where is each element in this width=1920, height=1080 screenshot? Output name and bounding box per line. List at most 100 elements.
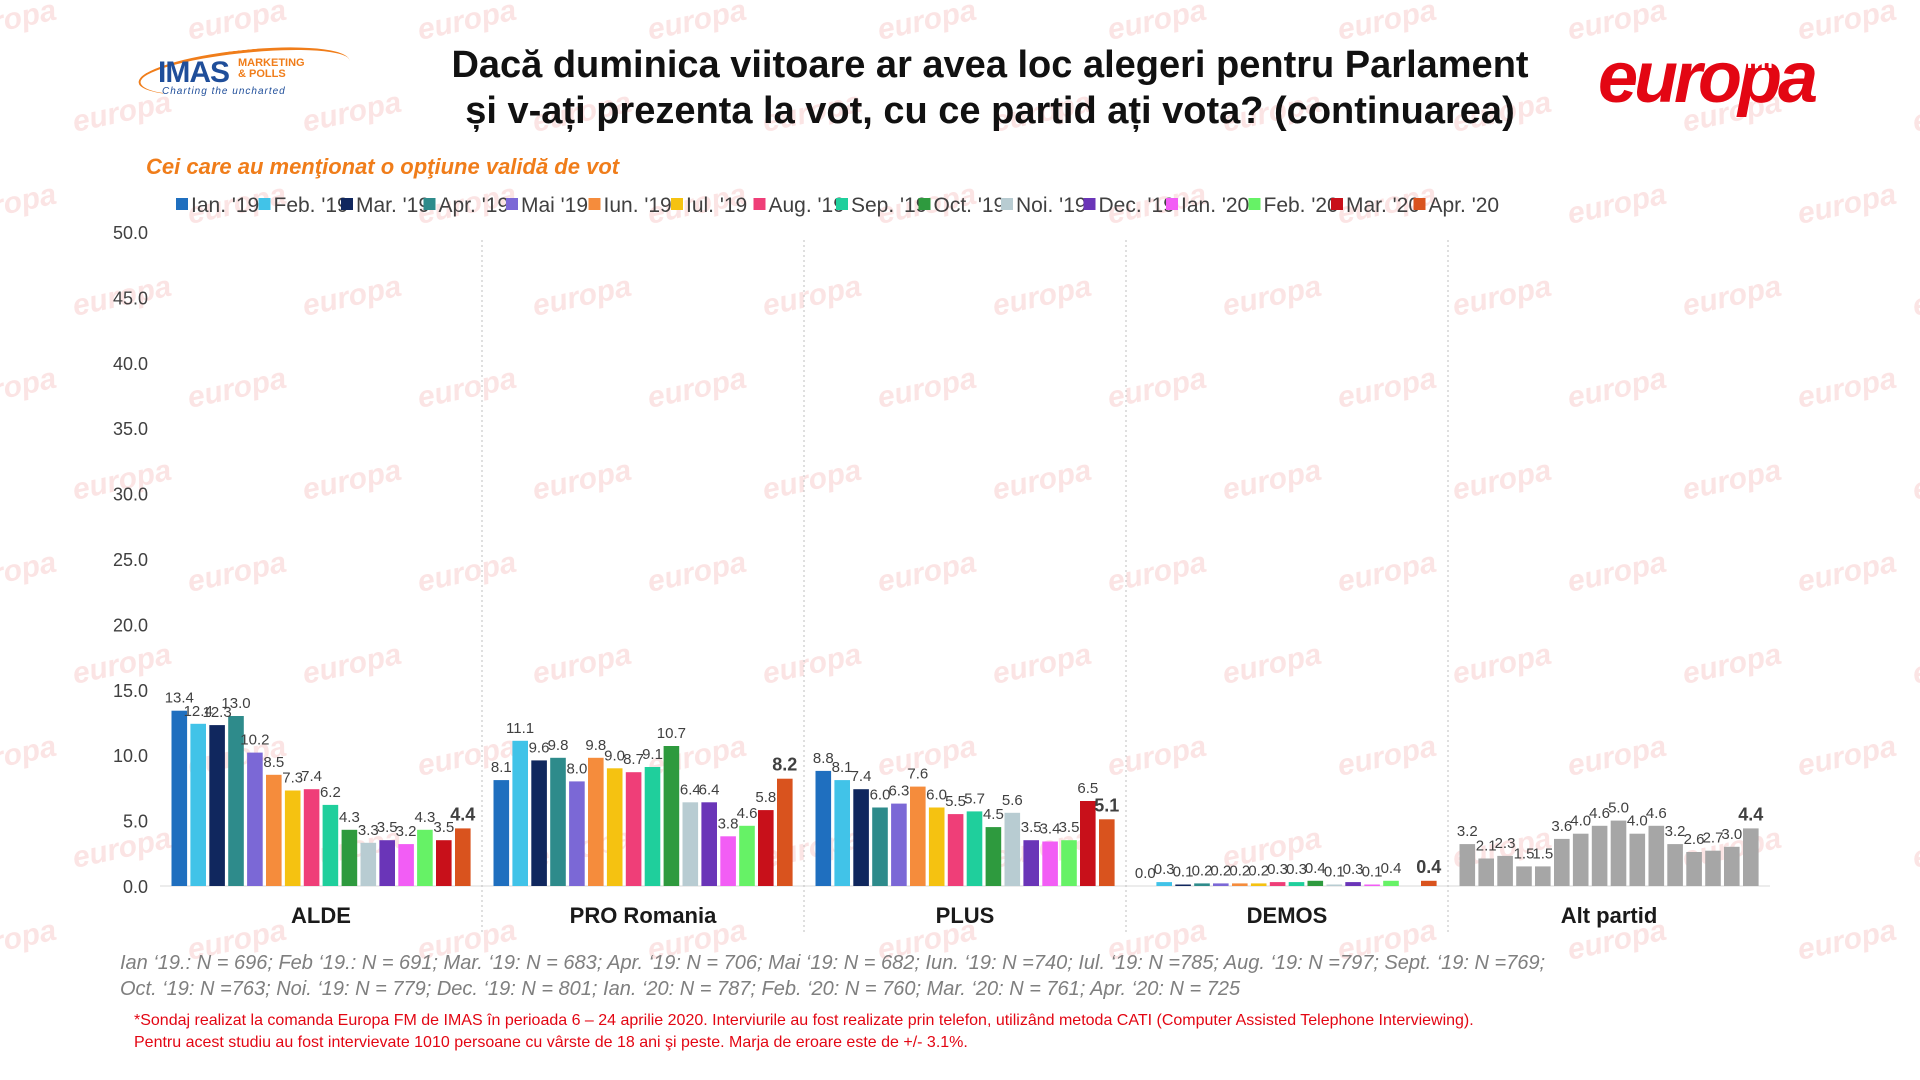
- legend-swatch: [918, 198, 931, 210]
- data-label: 3.5: [1059, 819, 1080, 836]
- data-label: 6.4: [680, 781, 701, 798]
- data-label: 4.4: [450, 804, 475, 824]
- data-label: 6.5: [1077, 780, 1098, 797]
- imas-logo-sub: MARKETING & POLLS: [238, 58, 305, 80]
- data-label: 0.4: [1416, 857, 1441, 877]
- chart-legend: Ian. '19 Feb. '19 Mar. '19 Apr. '19 Mai '19 I…: [176, 194, 1499, 217]
- imas-logo-sub1: MARKETING: [238, 57, 305, 69]
- data-label: 5.8: [755, 789, 776, 806]
- chart-subtitle: Cei care au menţionat o opţiune validă d…: [146, 154, 620, 179]
- data-label: 11.1: [506, 720, 534, 737]
- bar: [1724, 846, 1740, 886]
- bar: [1175, 884, 1191, 886]
- legend-swatch: [1413, 198, 1426, 210]
- data-label: 7.4: [851, 768, 872, 785]
- bar: [1610, 820, 1627, 886]
- data-label: 2.3: [1495, 835, 1516, 852]
- data-label: 1.5: [1514, 845, 1535, 862]
- data-label: 9.6: [529, 739, 550, 756]
- bar: [910, 786, 926, 886]
- legend-label: Feb. '20: [1264, 194, 1339, 217]
- page-title-line2: și v-ați prezenta la vot, cu ce partid a…: [465, 90, 1515, 132]
- legend-swatch: [588, 198, 601, 210]
- data-label: 9.8: [548, 737, 569, 754]
- data-label: 3.5: [433, 819, 454, 836]
- data-label: 0.2: [1248, 862, 1269, 879]
- data-label: 5.7: [964, 790, 985, 807]
- data-label: 12.4: [184, 703, 213, 720]
- imas-logo-sub2: & POLLS: [238, 68, 286, 80]
- data-label: 4.3: [339, 809, 360, 826]
- bar: [228, 716, 244, 886]
- bar: [1232, 883, 1248, 886]
- x-axis: ALDE PRO Romania PLUS DEMOS Alt partid: [291, 903, 1657, 928]
- data-label: 0.1: [1324, 864, 1345, 881]
- y-tick-label: 20.0: [113, 615, 148, 635]
- data-label: 0.2: [1210, 862, 1231, 879]
- data-label: 2.7: [1703, 830, 1724, 847]
- y-tick-label: 25.0: [113, 550, 148, 570]
- data-label: 3.3: [358, 822, 379, 839]
- bar: [531, 760, 547, 886]
- bar: [436, 840, 452, 886]
- bar: [1686, 852, 1702, 886]
- data-label: 10.2: [240, 732, 269, 749]
- europa-fm-logo: europa fm: [1598, 38, 1858, 118]
- bar: [322, 804, 339, 886]
- legend-label: Noi. '19: [1016, 194, 1087, 217]
- bar: [209, 725, 225, 886]
- y-tick-label: 40.0: [113, 354, 148, 374]
- legend-swatch: [836, 198, 848, 210]
- legend-label: Oct. '19: [934, 194, 1006, 217]
- legend-label: Feb. '19: [274, 194, 349, 217]
- y-tick-label: 45.0: [113, 288, 148, 308]
- legend-swatch: [1083, 198, 1096, 210]
- data-label: 6.0: [870, 787, 891, 804]
- legend-swatch: [671, 198, 683, 210]
- data-label: 4.3: [414, 809, 435, 826]
- bar: [891, 803, 907, 886]
- y-tick-label: 0.0: [123, 877, 148, 897]
- y-tick-label: 5.0: [123, 812, 148, 832]
- bar: [1288, 882, 1305, 886]
- y-tick-label: 35.0: [113, 419, 148, 439]
- bar: [398, 844, 414, 886]
- legend-label: Mar. '19: [356, 194, 430, 217]
- bar: [682, 802, 699, 886]
- bar: [360, 842, 377, 886]
- data-label: 8.2: [772, 755, 797, 775]
- data-label: 7.4: [301, 768, 322, 785]
- group-separators: [481, 240, 1449, 935]
- sample-size-notes-line1: Ian ‘19.: N = 696; Feb ‘19.: N = 691; Ma…: [120, 952, 1546, 974]
- bar: [493, 780, 510, 886]
- legend-label: Apr. '19: [439, 194, 510, 217]
- data-label: 3.4: [1040, 821, 1061, 838]
- data-label: 0.3: [1343, 861, 1364, 878]
- bar: [171, 710, 188, 886]
- bar: [1080, 801, 1096, 886]
- data-label: 0.2: [1229, 862, 1250, 879]
- legend-label: Aug. '19: [769, 194, 845, 217]
- bar: [1269, 882, 1286, 886]
- legend-swatch: [1166, 198, 1178, 210]
- data-label: 8.5: [263, 754, 284, 771]
- category-label: Alt partid: [1561, 903, 1658, 928]
- data-label: 0.3: [1267, 861, 1288, 878]
- legend-swatch: [506, 198, 518, 210]
- legend-label: Apr. '20: [1429, 194, 1500, 217]
- bar: [834, 780, 850, 886]
- data-label: 6.3: [888, 783, 909, 800]
- data-label: 0.4: [1381, 860, 1402, 877]
- bar: [1250, 883, 1267, 886]
- bar: [455, 828, 471, 886]
- bars: [171, 710, 1759, 886]
- legend-swatch: [1001, 198, 1013, 210]
- bar: [872, 807, 888, 886]
- legend-swatch: [1248, 198, 1261, 210]
- data-label: 3.5: [377, 819, 398, 836]
- bar: [1743, 828, 1759, 886]
- bar: [190, 723, 206, 886]
- data-label: 0.1: [1362, 864, 1383, 881]
- bar: [1307, 880, 1324, 886]
